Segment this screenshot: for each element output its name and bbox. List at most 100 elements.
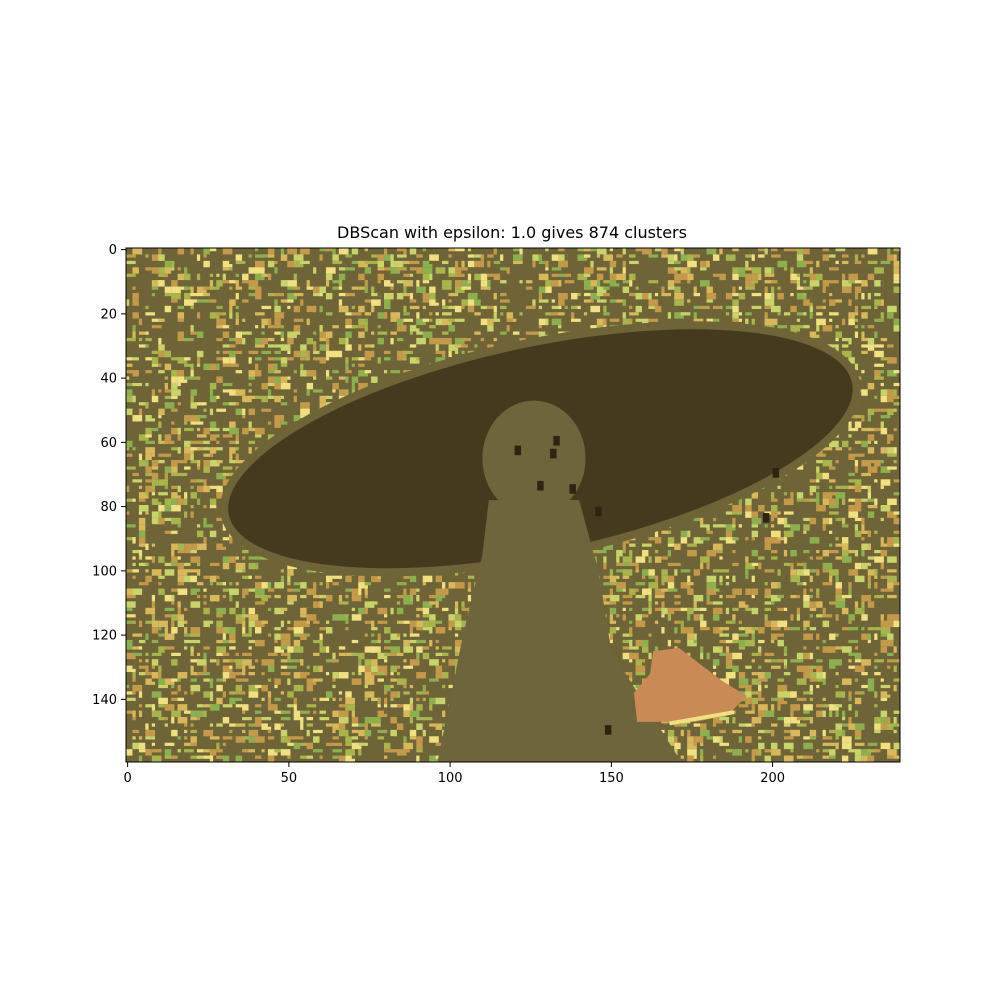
cluster-cell (783, 248, 794, 252)
cluster-cell (300, 620, 310, 628)
cluster-cell (126, 370, 136, 374)
cluster-cell (171, 627, 178, 634)
cluster-cell (300, 627, 304, 634)
cluster-cell (822, 248, 833, 252)
cluster-cell (216, 505, 223, 512)
cluster-cell (874, 569, 878, 576)
cluster-cell (332, 376, 339, 383)
cluster-cell (829, 498, 839, 505)
cluster-cell (693, 286, 697, 293)
cluster-cell (835, 337, 839, 342)
cluster-cell (777, 292, 784, 300)
cluster-cell (674, 254, 678, 261)
cluster-cell (448, 299, 452, 303)
cluster-cell (848, 273, 859, 281)
cluster-cell (887, 594, 897, 599)
cluster-cell (384, 312, 388, 319)
cluster-cell (255, 395, 262, 399)
cluster-cell (648, 280, 659, 284)
cluster-cell (771, 517, 775, 522)
cluster-cell (403, 318, 414, 322)
cluster-cell (384, 710, 391, 714)
cluster-cell (790, 325, 801, 332)
cluster-cell (274, 357, 281, 361)
cluster-cell (790, 312, 797, 319)
cluster-cell (706, 575, 717, 583)
cluster-cell (177, 357, 188, 364)
cluster-cell (390, 697, 394, 701)
cluster-cell (712, 659, 720, 666)
cluster-cell (764, 286, 768, 293)
cluster-cell (403, 248, 407, 255)
cluster-cell (248, 408, 255, 416)
cluster-cell (364, 665, 372, 673)
cluster-cell (409, 260, 420, 265)
cluster-cell (332, 684, 336, 689)
cluster-cell (887, 421, 894, 425)
cluster-cell (364, 280, 368, 287)
cluster-cell (145, 273, 156, 277)
cluster-cell (616, 549, 623, 557)
cluster-cell (222, 556, 233, 563)
cluster-cell (887, 543, 897, 547)
cluster-cell (229, 325, 233, 329)
cluster-cell (435, 652, 446, 656)
cluster-cell (151, 710, 162, 718)
cluster-cell (267, 569, 275, 573)
cluster-cell (145, 569, 149, 573)
cluster-cell (338, 691, 343, 695)
cluster-cell (177, 614, 185, 621)
cluster-cell (861, 524, 865, 531)
cluster-cell (835, 325, 839, 329)
cluster-cell (719, 248, 723, 255)
cluster-cell (403, 350, 414, 355)
cluster-cell (429, 299, 439, 306)
cluster-cell (429, 697, 439, 705)
cluster-cell (519, 248, 523, 255)
cluster-cell (648, 292, 652, 300)
cluster-cell (790, 479, 794, 486)
cluster-cell (132, 447, 136, 451)
cluster-cell (196, 524, 201, 528)
cluster-cell (874, 549, 884, 554)
cluster-cell (874, 646, 884, 653)
cluster-cell (719, 549, 723, 554)
cluster-cell (887, 665, 891, 669)
cluster-cell (293, 582, 301, 586)
cluster-cell (280, 697, 291, 701)
cluster-cell (164, 498, 175, 505)
cluster-cell (390, 337, 394, 345)
cluster-cell (874, 280, 884, 287)
cluster-cell (390, 280, 394, 284)
cluster-cell (158, 505, 165, 512)
cluster-cell (629, 588, 636, 595)
cluster-cell (867, 485, 871, 493)
cluster-cell (880, 382, 884, 387)
cluster-cell (893, 434, 897, 438)
cluster-cell (538, 292, 543, 300)
cluster-cell (177, 305, 185, 310)
cluster-cell (622, 594, 633, 599)
cluster-cell (841, 318, 846, 326)
cluster-cell (758, 562, 762, 570)
cluster-cell (719, 254, 726, 258)
cluster-cell (622, 543, 626, 550)
cluster-cell (255, 248, 259, 252)
cluster-cell (293, 299, 301, 306)
cluster-cell (854, 331, 859, 338)
cluster-cell (158, 498, 165, 502)
cluster-cell (880, 447, 888, 454)
cluster-cell (255, 582, 262, 589)
cluster-cell (442, 665, 446, 673)
cluster-cell (358, 382, 365, 390)
cluster-cell (171, 498, 178, 505)
cluster-cell (745, 537, 749, 541)
cluster-cell (229, 556, 236, 563)
cluster-cell (332, 280, 343, 284)
cluster-cell (519, 312, 523, 316)
cluster-cell (255, 556, 265, 560)
cluster-cell (364, 273, 368, 281)
cluster-cell (222, 318, 226, 322)
cluster-cell (712, 318, 720, 322)
cluster-cell (887, 652, 894, 656)
